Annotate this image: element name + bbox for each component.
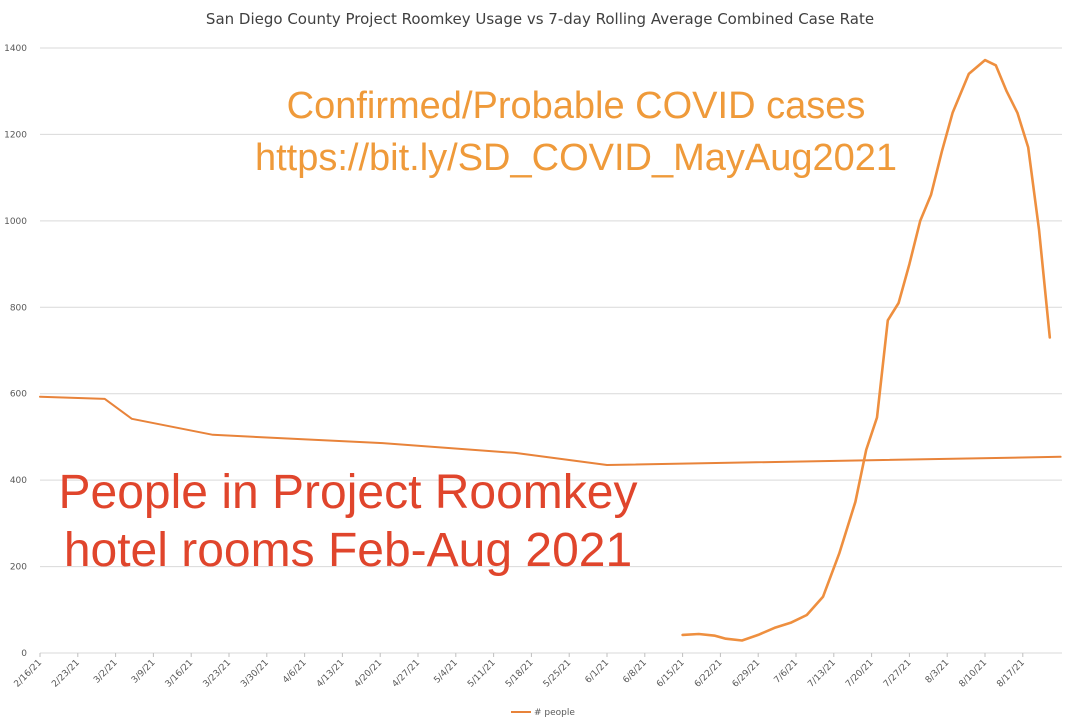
gridlines (40, 47, 1062, 654)
x-tick-label: 3/23/21 (202, 658, 234, 690)
x-tick-label: 4/27/21 (391, 658, 423, 690)
x-tick-label: 5/4/21 (432, 658, 460, 686)
x-tick-label: 3/16/21 (164, 658, 196, 690)
y-tick-label: 800 (10, 303, 27, 313)
y-axis-ticks: 0 200 400 600 800 1000 1200 1400 (4, 44, 27, 659)
y-tick-label: 1400 (4, 44, 27, 54)
x-tick-label: 7/6/21 (773, 658, 801, 686)
annotation-covid-line1: Confirmed/Probable COVID cases (287, 85, 866, 127)
annotation-covid-line2: https://bit.ly/SD_COVID_MayAug2021 (255, 137, 897, 179)
x-tick-label: 7/27/21 (882, 658, 914, 690)
annotation-roomkey: People in Project Roomkey hotel rooms Fe… (59, 466, 638, 577)
annotation-covid-cases: Confirmed/Probable COVID cases https://b… (255, 85, 897, 179)
x-tick-label: 2/23/21 (50, 658, 82, 690)
x-tick-label: 8/3/21 (924, 658, 952, 686)
x-tick-label: 5/25/21 (542, 658, 574, 690)
x-tick-label: 3/30/21 (239, 658, 271, 690)
legend-label: # people (534, 708, 575, 718)
series-line-covid-cases (681, 58, 1052, 642)
x-tick-label: 4/6/21 (281, 658, 309, 686)
y-tick-label: 1000 (4, 217, 27, 227)
annotation-roomkey-line2: hotel rooms Feb-Aug 2021 (64, 524, 632, 577)
y-tick-label: 200 (10, 563, 27, 573)
x-tick-label: 3/9/21 (130, 658, 158, 686)
x-tick-label: 6/29/21 (731, 658, 763, 690)
x-tick-label: 5/11/21 (466, 658, 498, 690)
y-tick-label: 0 (21, 649, 27, 659)
x-tick-label: 8/10/21 (958, 658, 990, 690)
y-tick-label: 1200 (4, 130, 27, 140)
x-tick-label: 3/2/21 (92, 658, 120, 686)
x-tick-label: 2/16/21 (13, 658, 45, 690)
series-line-people (39, 395, 1062, 466)
annotation-roomkey-line1: People in Project Roomkey (59, 466, 638, 519)
x-tick-label: 8/17/21 (995, 658, 1027, 690)
y-tick-label: 600 (10, 390, 27, 400)
x-tick-label: 6/1/21 (584, 658, 612, 686)
x-tick-label: 7/13/21 (806, 658, 838, 690)
x-tick-label: 5/18/21 (504, 658, 536, 690)
x-tick-label: 6/22/21 (693, 658, 725, 690)
x-tick-label: 4/20/21 (353, 658, 385, 690)
x-tick-label: 7/20/21 (844, 658, 876, 690)
x-axis-ticks: 2/16/21 2/23/21 3/2/21 3/9/21 3/16/21 3/23/21… (13, 653, 1027, 690)
chart-title: San Diego County Project Roomkey Usage v… (206, 10, 874, 28)
x-tick-label: 6/15/21 (655, 658, 687, 690)
x-tick-label: 4/13/21 (315, 658, 347, 690)
x-tick-label: 6/8/21 (621, 658, 649, 686)
legend: # people (511, 708, 575, 718)
series-lines (39, 58, 1062, 642)
y-tick-label: 400 (10, 476, 27, 486)
